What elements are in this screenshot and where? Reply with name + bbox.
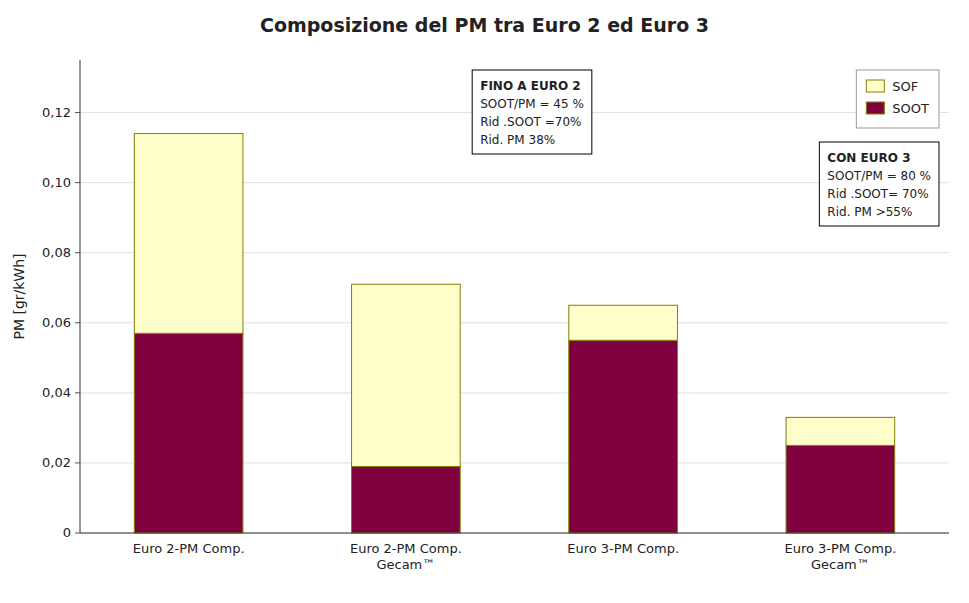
grid-line [80, 533, 949, 534]
legend: SOF SOOT [856, 70, 939, 128]
tick-label: 0,04 [42, 385, 71, 400]
bar [352, 284, 461, 466]
annotation: CON EURO 3 SOOT/PM = 80 % Rid .SOOT= 70% Ri… [819, 142, 939, 226]
category-label: Euro 2-PM Comp.Gecam™ [350, 541, 462, 572]
chart: 0 0,02 0,04 0,06 0,08 0,10 0,12 Euro 2-PM Comp.… [0, 0, 969, 603]
tick-label: 0,12 [42, 105, 71, 120]
annotation-line: Rid .SOOT= 70% [827, 187, 928, 201]
bar [569, 340, 678, 533]
category-label: Euro 3-PM Comp. [567, 541, 679, 556]
legend-swatch [866, 102, 884, 114]
annotation: FINO A EURO 2 SOOT/PM = 45 % Rid .SOOT =70… [472, 70, 592, 154]
tick-mark [75, 322, 80, 323]
legend-label: SOOT [892, 101, 929, 116]
grid [80, 113, 949, 533]
title: Composizione del PM tra Euro 2 ed Euro 3 [260, 14, 709, 36]
annotation-frame [472, 70, 592, 154]
category-label-line: Euro 3-PM Comp. [567, 541, 679, 556]
tick-mark [75, 112, 80, 113]
bar [134, 333, 243, 533]
category-label-line: Gecam™ [376, 557, 435, 572]
tick-mark [75, 462, 80, 463]
category-label-line: Euro 3-PM Comp. [784, 541, 896, 556]
bar [786, 417, 895, 445]
bar [352, 466, 461, 533]
tick-mark [75, 392, 80, 393]
annotation-line: SOOT/PM = 80 % [827, 169, 931, 183]
tick-mark [75, 182, 80, 183]
category-label-line: Euro 2-PM Comp. [133, 541, 245, 556]
tick-mark [75, 252, 80, 253]
tick-mark [75, 533, 80, 534]
tick-label: 0,06 [42, 315, 71, 330]
tick-label: 0,10 [42, 175, 71, 190]
annotation-title: FINO A EURO 2 [480, 79, 580, 93]
bar [134, 134, 243, 334]
tick-label: 0 [63, 525, 71, 540]
bar [569, 305, 678, 340]
category-label: Euro 2-PM Comp. [133, 541, 245, 556]
annotation-frame [819, 142, 939, 226]
category-label: Euro 3-PM Comp.Gecam™ [784, 541, 896, 572]
y-axis-line [80, 60, 81, 533]
annotation-title: CON EURO 3 [827, 151, 910, 165]
bar [786, 445, 895, 533]
y-axis-label: PM [gr/kWh] [11, 253, 27, 339]
legend-swatch [866, 80, 884, 92]
annotation-line: Rid .SOOT =70% [480, 115, 581, 129]
category-label-line: Gecam™ [811, 557, 870, 572]
tick-label: 0,08 [42, 245, 71, 260]
x-axis-line [80, 533, 949, 534]
category-label-line: Euro 2-PM Comp. [350, 541, 462, 556]
annotation-line: Rid. PM >55% [827, 205, 912, 219]
legend-frame [856, 70, 939, 128]
annotation-line: Rid. PM 38% [480, 133, 555, 147]
tick-label: 0,02 [42, 455, 71, 470]
legend-label: SOF [892, 79, 918, 94]
annotation-line: SOOT/PM = 45 % [480, 97, 584, 111]
